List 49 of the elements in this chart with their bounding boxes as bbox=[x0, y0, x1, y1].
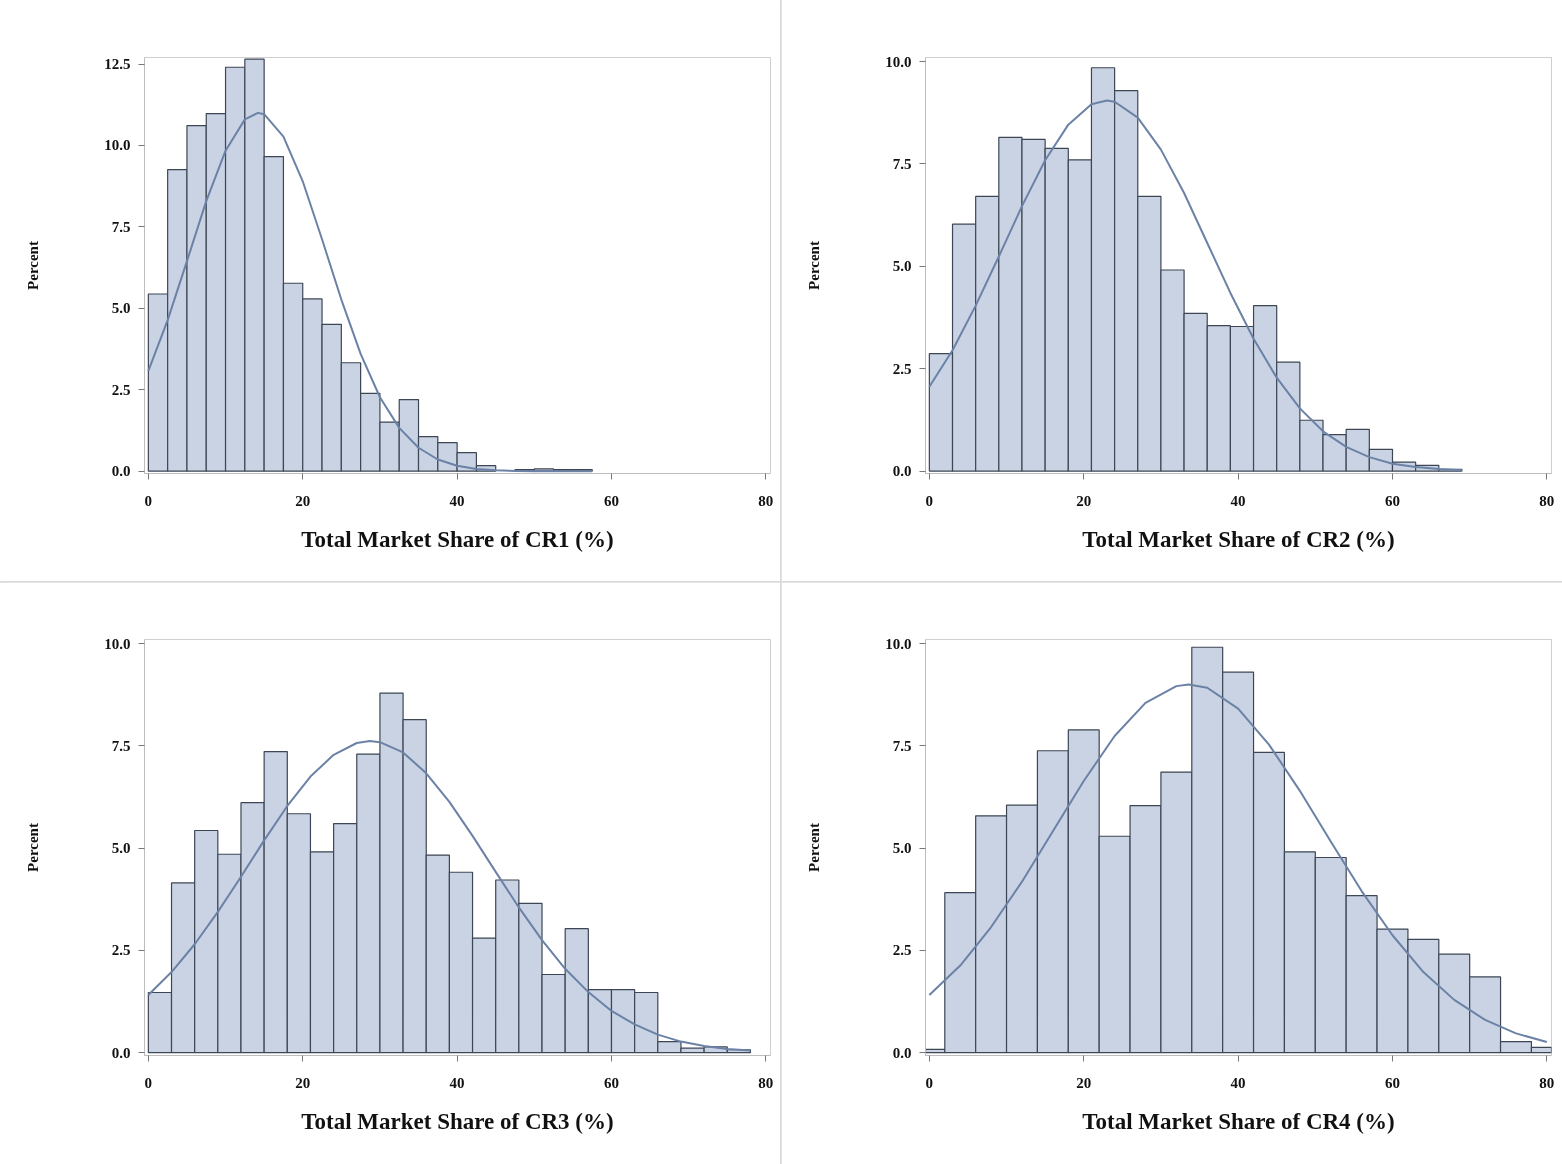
x-tick-label: 0 bbox=[144, 492, 153, 509]
y-tick-label: 0.0 bbox=[111, 1044, 131, 1061]
x-tick-label: 80 bbox=[1539, 492, 1555, 509]
x-tick-label: 60 bbox=[603, 492, 619, 509]
y-tick-label: 5.0 bbox=[111, 840, 131, 857]
y-axis-title: Percent bbox=[25, 823, 42, 872]
x-axis-title: Total Market Share of CR4 (%) bbox=[1082, 1108, 1395, 1134]
x-tick-label: 60 bbox=[1384, 1074, 1400, 1091]
y-tick-label: 2.5 bbox=[111, 942, 131, 959]
x-tick-label: 60 bbox=[603, 1074, 619, 1091]
y-tick-label: 0.0 bbox=[892, 463, 912, 480]
y-tick-label: 5.0 bbox=[892, 840, 912, 857]
x-axis-title: Total Market Share of CR1 (%) bbox=[301, 526, 614, 552]
x-tick-label: 80 bbox=[758, 1074, 774, 1091]
y-tick-label: 7.5 bbox=[111, 737, 131, 754]
x-tick-label: 60 bbox=[1384, 492, 1400, 509]
x-tick-label: 20 bbox=[1076, 1074, 1092, 1091]
x-tick-label: 40 bbox=[449, 492, 465, 509]
y-tick-label: 12.5 bbox=[104, 56, 131, 73]
y-tick-label: 5.0 bbox=[892, 258, 912, 275]
y-tick-label: 7.5 bbox=[892, 737, 912, 754]
y-tick-label: 10.0 bbox=[104, 635, 131, 652]
y-tick-label: 5.0 bbox=[111, 300, 131, 317]
y-tick-label: 2.5 bbox=[111, 381, 131, 398]
y-tick-label: 7.5 bbox=[111, 218, 131, 235]
y-axis-title: Percent bbox=[25, 241, 42, 290]
x-tick-label: 20 bbox=[295, 492, 311, 509]
x-tick-label: 80 bbox=[758, 492, 774, 509]
x-tick-label: 20 bbox=[295, 1074, 311, 1091]
x-tick-label: 40 bbox=[1230, 1074, 1246, 1091]
x-tick-label: 40 bbox=[449, 1074, 465, 1091]
y-tick-label: 10.0 bbox=[885, 635, 912, 652]
y-tick-label: 7.5 bbox=[892, 155, 912, 172]
x-tick-label: 0 bbox=[925, 492, 934, 509]
y-tick-label: 2.5 bbox=[892, 360, 912, 377]
y-tick-label: 0.0 bbox=[892, 1044, 912, 1061]
x-tick-label: 20 bbox=[1076, 492, 1092, 509]
x-axis-title: Total Market Share of CR3 (%) bbox=[301, 1108, 614, 1134]
y-tick-label: 10.0 bbox=[885, 53, 912, 70]
y-tick-label: 10.0 bbox=[104, 137, 131, 154]
y-tick-label: 0.0 bbox=[111, 463, 131, 480]
y-axis-title: Percent bbox=[806, 241, 823, 290]
y-axis-title: Percent bbox=[806, 823, 823, 872]
x-tick-label: 40 bbox=[1230, 492, 1246, 509]
x-tick-label: 0 bbox=[144, 1074, 153, 1091]
x-tick-label: 80 bbox=[1539, 1074, 1555, 1091]
x-axis-title: Total Market Share of CR2 (%) bbox=[1082, 526, 1395, 552]
x-tick-label: 0 bbox=[925, 1074, 934, 1091]
y-tick-label: 2.5 bbox=[892, 942, 912, 959]
